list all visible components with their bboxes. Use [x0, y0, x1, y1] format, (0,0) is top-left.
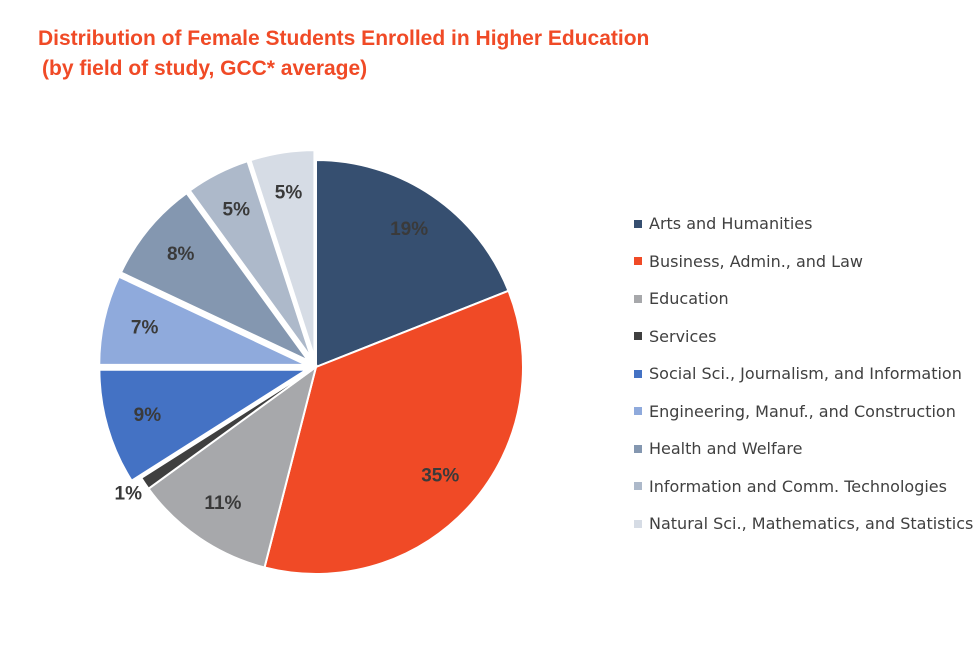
- legend-swatch: [634, 219, 642, 228]
- pie-slice: [315, 158, 510, 369]
- legend-label: Information and Comm. Technologies: [649, 476, 947, 496]
- legend-swatch: [634, 369, 642, 378]
- legend-item: Arts and Humanities: [634, 205, 973, 243]
- legend-label: Health and Welfare: [649, 439, 803, 459]
- slice-data-label: 35%: [421, 466, 459, 487]
- chart-legend: Arts and Humanities Business, Admin., and…: [634, 205, 973, 543]
- slice-data-label: 1%: [115, 484, 143, 505]
- pie-slice: [147, 364, 318, 569]
- slice-data-label: 11%: [204, 493, 241, 514]
- slice-data-label: 8%: [167, 244, 195, 265]
- pie-slice: [98, 368, 310, 483]
- legend-label: Education: [649, 289, 729, 309]
- legend-item: Engineering, Manuf., and Construction: [634, 393, 973, 431]
- pie-slice: [98, 275, 307, 366]
- chart-title: Distribution of Female Students Enrolled…: [38, 24, 649, 84]
- legend-swatch: [634, 482, 642, 491]
- slice-data-label: 7%: [131, 318, 159, 339]
- legend-label: Natural Sci., Mathematics, and Statistic…: [649, 514, 974, 534]
- slice-data-label: 5%: [223, 200, 251, 221]
- pie-slice: [139, 366, 317, 491]
- legend-label: Engineering, Manuf., and Construction: [649, 401, 956, 421]
- legend-swatch: [634, 407, 642, 416]
- legend-item: Information and Comm. Technologies: [634, 468, 973, 506]
- slice-data-label: 5%: [275, 183, 303, 204]
- pie-slice: [119, 191, 310, 362]
- legend-swatch: [634, 519, 642, 528]
- slice-data-label: 19%: [390, 219, 428, 240]
- legend-swatch: [634, 294, 642, 303]
- legend-swatch: [634, 444, 642, 453]
- pie-slice: [188, 159, 313, 359]
- legend-label: Services: [649, 326, 717, 346]
- legend-label: Arts and Humanities: [649, 214, 813, 234]
- pie-slice: [263, 289, 524, 575]
- legend-label: Business, Admin., and Law: [649, 251, 863, 271]
- legend-item: Natural Sci., Mathematics, and Statistic…: [634, 505, 973, 543]
- legend-swatch: [634, 257, 642, 266]
- pie-slice: [249, 149, 316, 358]
- legend-swatch: [634, 332, 642, 341]
- subtitle-line: (by field of study, GCC* average): [42, 57, 368, 80]
- legend-label: Social Sci., Journalism, and Information: [649, 364, 962, 384]
- legend-item: Health and Welfare: [634, 430, 973, 468]
- legend-item: Services: [634, 318, 973, 356]
- legend-item: Education: [634, 280, 973, 318]
- legend-item: Social Sci., Journalism, and Information: [634, 355, 973, 393]
- slice-data-label: 9%: [134, 405, 162, 426]
- legend-item: Business, Admin., and Law: [634, 243, 973, 281]
- title-line: Distribution of Female Students Enrolled…: [38, 27, 650, 50]
